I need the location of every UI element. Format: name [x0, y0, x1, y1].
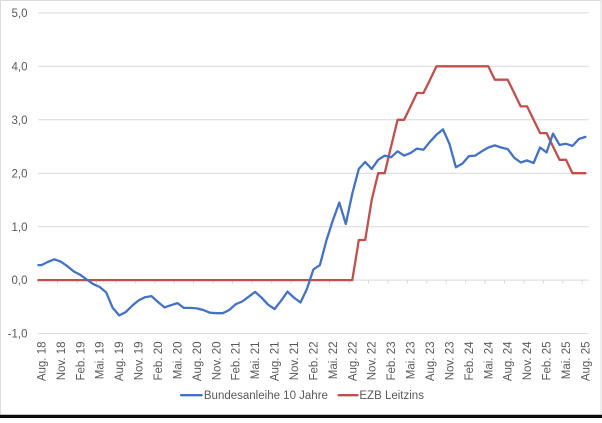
svg-text:Nov. 23: Nov. 23: [444, 342, 456, 381]
svg-text:Nov. 20: Nov. 20: [211, 342, 223, 381]
svg-text:Feb. 20: Feb. 20: [153, 342, 165, 381]
svg-text:2,0: 2,0: [12, 168, 28, 180]
svg-text:1,0: 1,0: [12, 222, 28, 234]
svg-text:4,0: 4,0: [12, 61, 28, 73]
svg-text:Aug. 21: Aug. 21: [270, 342, 282, 382]
svg-text:Aug. 24: Aug. 24: [503, 341, 515, 381]
svg-text:Feb. 19: Feb. 19: [75, 342, 87, 381]
svg-text:3,0: 3,0: [12, 115, 28, 127]
svg-text:Feb. 22: Feb. 22: [308, 342, 320, 381]
svg-text:5,0: 5,0: [12, 8, 28, 20]
svg-text:Mai. 23: Mai. 23: [406, 342, 418, 380]
svg-text:Aug. 19: Aug. 19: [114, 342, 126, 382]
svg-text:Nov. 22: Nov. 22: [367, 342, 379, 381]
svg-text:Mai. 20: Mai. 20: [172, 342, 184, 380]
svg-text:Aug. 22: Aug. 22: [347, 342, 359, 382]
svg-text:Mai. 25: Mai. 25: [561, 342, 573, 380]
svg-text:Nov. 19: Nov. 19: [134, 342, 146, 381]
svg-text:Feb. 23: Feb. 23: [386, 342, 398, 381]
svg-text:-1,0: -1,0: [8, 329, 28, 341]
svg-text:Aug. 23: Aug. 23: [425, 342, 437, 382]
svg-text:Feb. 24: Feb. 24: [464, 341, 476, 381]
svg-text:Mai. 21: Mai. 21: [250, 342, 262, 380]
svg-text:Mai. 22: Mai. 22: [328, 342, 340, 380]
svg-text:Nov. 18: Nov. 18: [56, 342, 68, 381]
svg-text:Aug. 25: Aug. 25: [580, 342, 592, 382]
svg-text:Feb. 25: Feb. 25: [542, 342, 554, 381]
svg-text:0,0: 0,0: [12, 275, 28, 287]
svg-text:Nov. 24: Nov. 24: [522, 341, 534, 380]
svg-text:Bundesanleihe 10 Jahre: Bundesanleihe 10 Jahre: [204, 390, 328, 402]
svg-text:Nov. 21: Nov. 21: [289, 342, 301, 381]
svg-text:Aug. 18: Aug. 18: [36, 342, 48, 382]
svg-text:Mai. 19: Mai. 19: [95, 342, 107, 380]
svg-text:Feb. 21: Feb. 21: [231, 342, 243, 381]
svg-text:Mai. 24: Mai. 24: [483, 341, 495, 379]
svg-text:Aug. 20: Aug. 20: [192, 342, 204, 382]
svg-text:EZB Leitzins: EZB Leitzins: [359, 390, 424, 402]
